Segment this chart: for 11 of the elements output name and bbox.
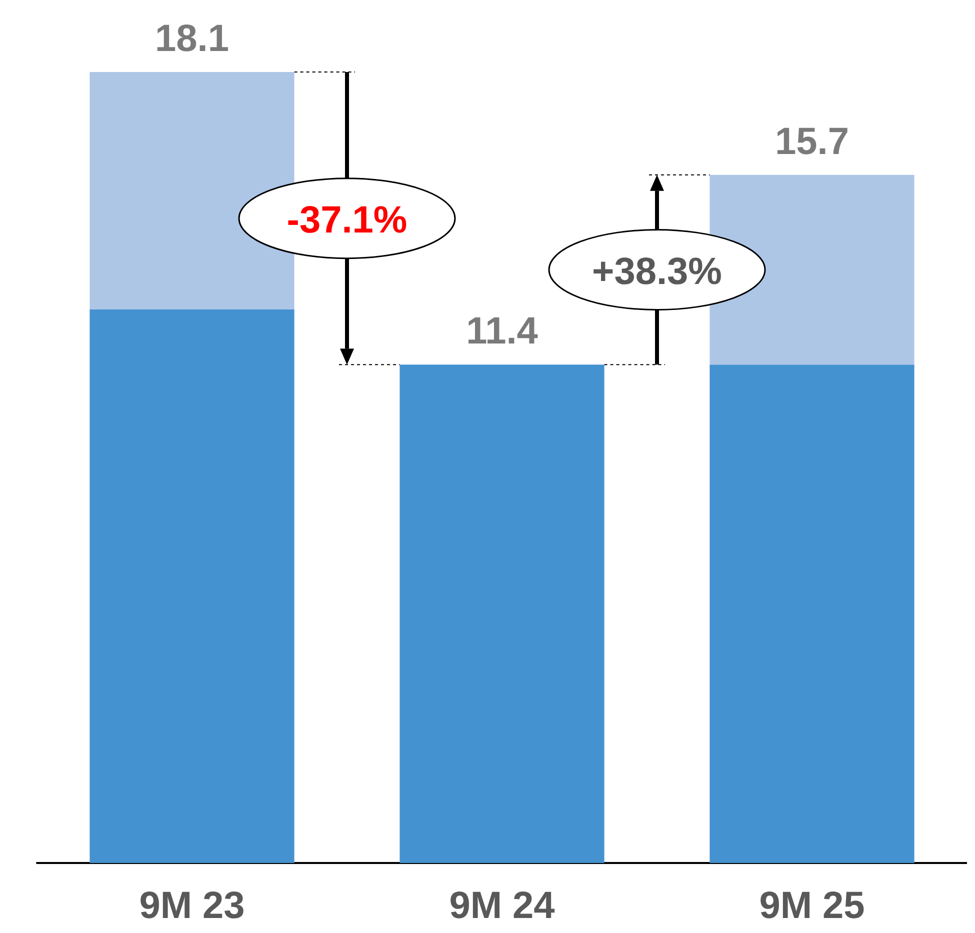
x-tick-label: 9M 25 [759,885,865,927]
x-tick-label: 9M 23 [139,885,245,927]
x-tick-label: 9M 24 [449,885,555,927]
bar [710,364,914,863]
annotation: +38.3% [592,250,722,293]
annotation: 11.4 [466,310,538,353]
annotation: 18.1 [155,18,229,60]
bar [400,364,604,863]
bar [90,309,294,863]
annotation: 15.7 [775,120,849,163]
annotation: -37.1% [286,199,408,242]
